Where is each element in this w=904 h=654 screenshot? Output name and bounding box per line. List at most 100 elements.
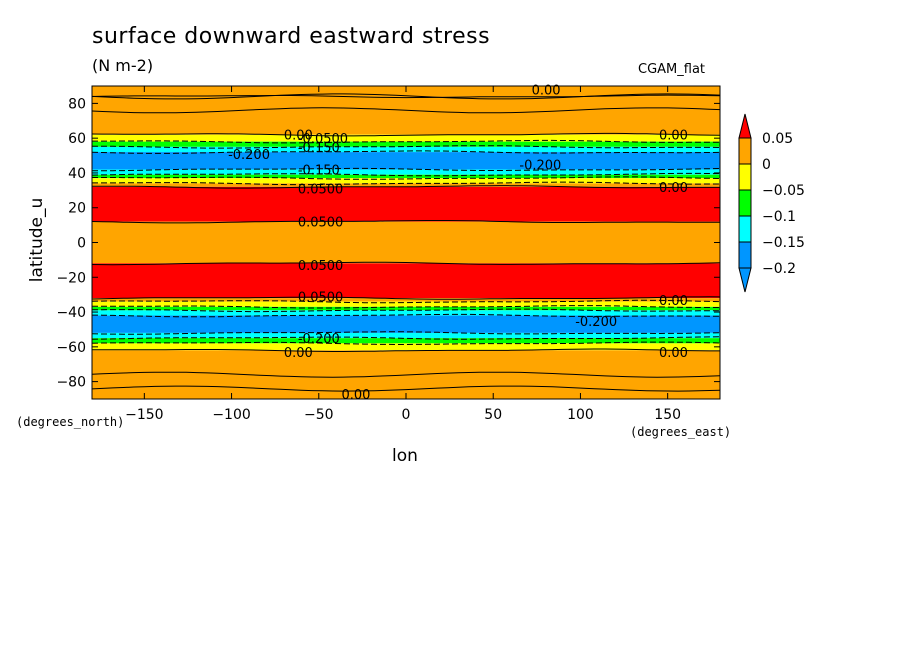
contour-line-antarctic <box>91 371 721 378</box>
band-4 <box>92 146 720 153</box>
band-16 <box>92 310 720 316</box>
colorbar-segment-1 <box>738 163 752 191</box>
contour-label-6: -0.200 <box>519 158 561 173</box>
y-tick-label-5: 20 <box>68 201 86 217</box>
x-tick-label-6: 150 <box>654 407 681 423</box>
contour-label-1: 0.00 <box>284 129 313 144</box>
contour-line-3 <box>92 139 720 144</box>
contour-line-11 <box>91 220 720 224</box>
contour-line-17 <box>91 313 720 318</box>
colorbar-label-5: −0.2 <box>762 261 796 277</box>
contour-label-8: 0.00 <box>659 181 688 196</box>
contour-label-4: -0.200 <box>228 148 270 163</box>
band-14 <box>92 301 720 307</box>
contour-line-21 <box>92 348 720 352</box>
contour-label-16: 0.00 <box>659 346 688 361</box>
contour-line-1 <box>91 94 721 99</box>
y-tick-label-7: 60 <box>68 131 86 147</box>
y-tick-label-2: −40 <box>56 305 86 321</box>
contour-line-2 <box>91 132 721 137</box>
chart-title: surface downward eastward stress <box>92 24 491 49</box>
chart-units: (N m-2) <box>92 56 154 75</box>
contour-line-7 <box>91 172 721 177</box>
colorbar-segment-0 <box>738 137 752 165</box>
contour-line-18 <box>91 331 721 335</box>
band-3 <box>92 141 720 147</box>
contour-line-5 <box>91 150 721 154</box>
contour-line-arctic <box>91 107 721 114</box>
x-tick-label-3: 0 <box>402 407 411 423</box>
y-tick-label-8: 80 <box>68 96 86 112</box>
x-axis-units: (degrees_east) <box>630 425 732 439</box>
contour-label-0: 0.00 <box>532 83 561 98</box>
contour-line-north <box>91 93 721 100</box>
y-tick-label-6: 40 <box>68 166 86 182</box>
contour-line-8 <box>92 176 721 180</box>
contour-line-13 <box>91 296 721 300</box>
y-tick-label-3: −20 <box>56 270 86 286</box>
colorbar-label-2: −0.05 <box>762 183 805 199</box>
contour-label-11: 0.0500 <box>298 259 344 274</box>
contour-label-7: 0.00 <box>659 129 688 144</box>
band-2 <box>92 134 720 142</box>
contour-label-17: 0.00 <box>284 346 313 361</box>
y-axis-units: (degrees_north) <box>16 415 125 429</box>
contour-line-4 <box>92 145 721 149</box>
contour-label-10: 0.0500 <box>298 216 344 231</box>
band-7 <box>92 174 720 179</box>
contour-line-15 <box>92 305 720 309</box>
contour-label-12: 0.0500 <box>298 290 344 305</box>
x-tick-label-4: 50 <box>484 407 502 423</box>
colorbar-label-0: 0.05 <box>762 131 793 147</box>
band-13 <box>92 298 720 302</box>
colorbar-extend-bottom <box>738 267 752 293</box>
contour-line-9 <box>92 181 720 186</box>
band-19 <box>92 338 720 344</box>
band-17 <box>92 315 720 333</box>
band-11 <box>92 221 720 264</box>
band-18 <box>92 332 720 339</box>
contour-label-3: -0.150 <box>298 141 340 156</box>
band-10 <box>92 186 720 222</box>
contour-label-9: 0.0500 <box>298 183 344 198</box>
contour-label-18: 0.00 <box>341 388 370 403</box>
contour-line-16 <box>92 308 720 313</box>
contour-line-14 <box>91 299 721 304</box>
dataset-label: CGAM_flat <box>638 62 706 77</box>
contour-label-13: -0.200 <box>298 332 340 347</box>
y-tick-label-1: −60 <box>56 340 86 356</box>
x-tick-label-1: −100 <box>212 407 250 423</box>
y-tick-label-0: −80 <box>56 375 86 391</box>
contour-line-south <box>91 385 721 392</box>
contour-line-19 <box>91 336 721 340</box>
band-20 <box>92 343 720 351</box>
band-8 <box>92 178 720 184</box>
band-15 <box>92 306 720 311</box>
colorbar-extend-top <box>738 113 752 139</box>
contour-label-15: 0.00 <box>659 294 688 309</box>
x-axis-label: lon <box>392 446 418 466</box>
contour-line-10 <box>92 185 720 189</box>
band-6 <box>92 169 720 175</box>
band-5 <box>92 152 720 170</box>
contour-label-2: -0.0500 <box>298 132 348 147</box>
band-12 <box>92 263 720 299</box>
band-9 <box>92 183 720 187</box>
x-tick-label-2: −50 <box>304 407 334 423</box>
contour-label-5: -0.150 <box>298 163 340 178</box>
y-tick-label-4: 0 <box>77 236 86 252</box>
colorbar-segment-4 <box>738 241 752 269</box>
x-tick-label-0: −150 <box>125 407 163 423</box>
contour-line-12 <box>91 261 721 266</box>
colorbar-segment-2 <box>738 189 752 217</box>
x-tick-label-5: 100 <box>567 407 594 423</box>
colorbar-segment-3 <box>738 215 752 243</box>
band-1 <box>92 96 720 135</box>
contour-label-14: -0.200 <box>575 315 617 330</box>
colorbar-label-4: −0.15 <box>762 235 805 251</box>
contour-line-6 <box>92 167 721 172</box>
colorbar-label-3: −0.1 <box>762 209 796 225</box>
contour-line-20 <box>91 341 721 345</box>
colorbar-label-1: 0 <box>762 157 771 173</box>
